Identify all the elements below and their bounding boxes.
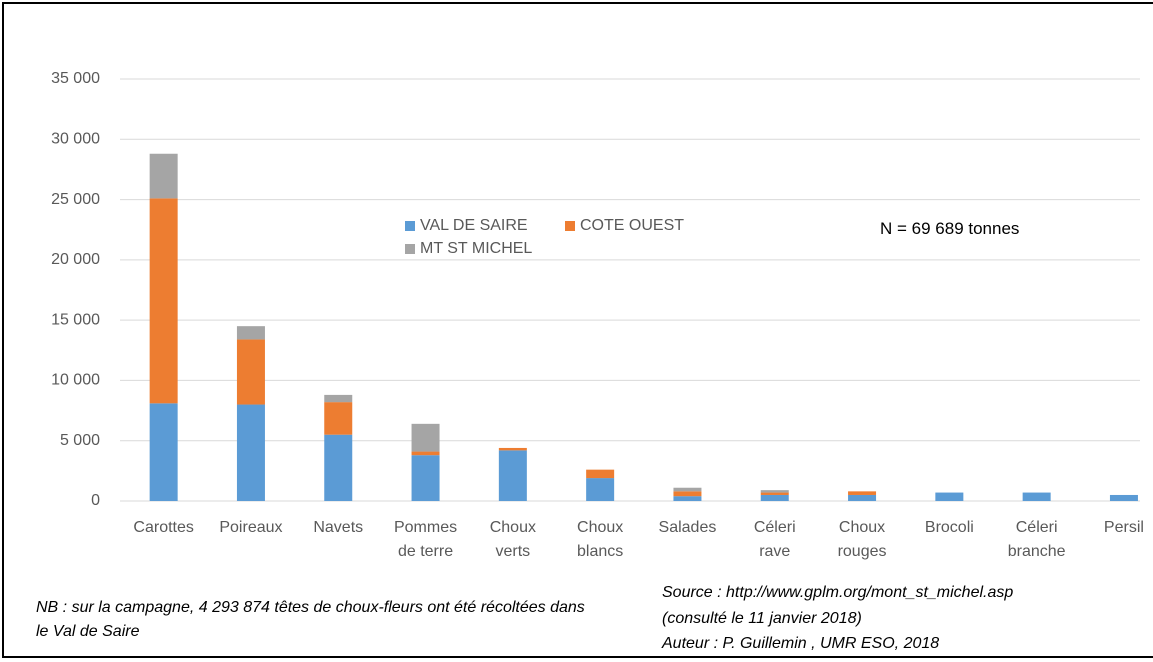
x-tick-label: Choux rouges <box>837 519 887 560</box>
bar-segment <box>236 339 265 405</box>
x-tick-label: Choux verts <box>489 519 536 560</box>
bar-segment <box>673 496 702 501</box>
y-tick-label: 20 000 <box>51 251 100 268</box>
x-tick-label: Brocoli <box>924 519 974 536</box>
bar-segment <box>586 478 615 501</box>
bar-segment <box>236 326 265 340</box>
legend-item: VAL DE SAIRE <box>405 217 528 235</box>
y-tick-label: 35 000 <box>51 70 100 87</box>
legend-label: VAL DE SAIRE <box>420 217 528 234</box>
consulted: (consulté le 11 janvier 2018) <box>662 610 862 627</box>
legend-swatch <box>405 221 415 231</box>
y-tick-label: 25 000 <box>51 191 100 208</box>
x-tick-label: Carottes <box>133 519 194 536</box>
legend-label: COTE OUEST <box>580 217 685 234</box>
bar-segment <box>760 492 789 495</box>
bar-segment <box>324 402 353 435</box>
bar-segment <box>411 423 440 452</box>
y-tick-label: 5 000 <box>60 432 100 449</box>
bar-segment <box>149 403 178 501</box>
bar-segment <box>411 451 440 456</box>
legend-swatch <box>405 244 415 254</box>
bar-segment <box>324 434 353 501</box>
bar-segment <box>498 447 527 451</box>
x-tick-label: Céleri branche <box>1007 519 1066 560</box>
author: Auteur : P. Guillemin , UMR ESO, 2018 <box>662 635 940 652</box>
bar-segment <box>1109 494 1138 501</box>
y-tick-label: 30 000 <box>51 131 100 148</box>
x-tick-label: Céleri rave <box>753 519 796 560</box>
bar-segment <box>848 491 877 495</box>
bar-segment <box>673 487 702 492</box>
bar-segment <box>149 198 178 404</box>
annotation: N = 69 689 tonnes <box>880 219 1020 238</box>
bar-segment <box>1022 492 1051 501</box>
bar-segment <box>498 450 527 501</box>
bar-segment <box>149 153 178 199</box>
x-tick-label: Poireaux <box>219 519 283 536</box>
bar-segment <box>848 494 877 501</box>
bar-segment <box>760 494 789 501</box>
y-tick-label: 10 000 <box>51 372 100 389</box>
source: Source : http://www.gplm.org/mont_st_mic… <box>662 584 1014 601</box>
legend-label: MT ST MICHEL <box>420 240 533 257</box>
y-tick-label: 0 <box>91 492 100 509</box>
legend-item: COTE OUEST <box>565 217 684 235</box>
legend-swatch <box>565 221 575 231</box>
bar-segment <box>673 491 702 497</box>
x-tick-label: Salades <box>658 519 717 536</box>
x-tick-label: Persil <box>1103 519 1144 536</box>
x-tick-label: Choux blancs <box>577 519 624 560</box>
bar-segment <box>935 492 964 501</box>
bar-segment <box>586 469 615 479</box>
note: NB : sur la campagne, 4 293 874 têtes de… <box>36 599 585 640</box>
bar-segment <box>411 455 440 501</box>
x-tick-label: Navets <box>313 519 364 536</box>
legend-item: MT ST MICHEL <box>405 240 532 258</box>
bar-segment <box>236 404 265 501</box>
x-tick-label: Pommes de terre <box>393 519 458 560</box>
y-tick-label: 15 000 <box>51 311 100 328</box>
bar-segment <box>324 394 353 403</box>
bar-segment <box>760 490 789 493</box>
